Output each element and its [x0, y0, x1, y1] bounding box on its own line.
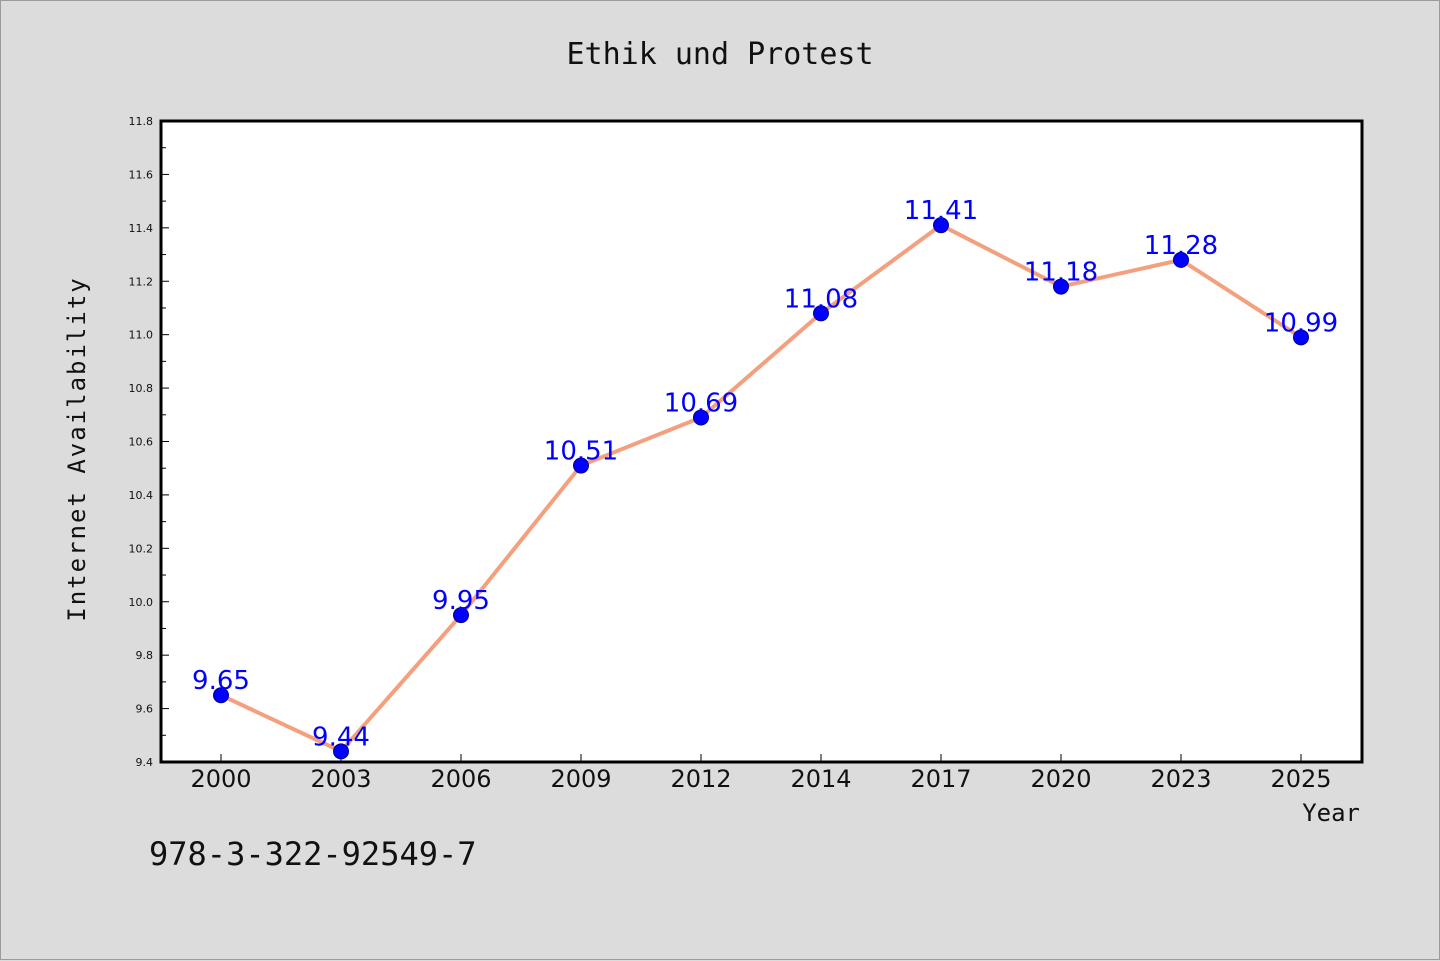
data-point: [693, 409, 709, 426]
y-tick-label: 10.0: [129, 596, 154, 609]
x-tick-label: 2025: [1270, 765, 1331, 793]
x-tick-label: 2003: [310, 765, 371, 793]
series-line: [220, 223, 1303, 754]
y-tick-label: 10.6: [129, 436, 154, 449]
data-label: 11.28: [1144, 231, 1218, 261]
data-label: 10.51: [544, 437, 618, 467]
x-tick-label: 2017: [910, 765, 971, 793]
x-tick-label: 2009: [550, 765, 611, 793]
x-tick-label: 2012: [670, 765, 731, 793]
y-tick-label: 9.8: [136, 649, 154, 662]
chart-title: Ethik und Protest: [566, 37, 873, 72]
data-point: [813, 305, 829, 322]
data-label: 9.95: [432, 586, 490, 616]
x-tick-label: 2023: [1150, 765, 1211, 793]
data-label: 9.44: [312, 722, 370, 752]
data-label: 11.18: [1024, 258, 1098, 288]
data-label: 11.41: [904, 196, 978, 226]
x-tick-label: 2006: [430, 765, 491, 793]
data-point: [933, 217, 949, 234]
data-label: 10.69: [664, 388, 738, 418]
x-axis: 2000 2003 2006 2009 2012 2014 2017 2020 2023 2025: [190, 754, 1332, 793]
series-group: 9.65 9.44 9.95 10.51 10.69 11.08 11.41 11.18 11.…: [192, 196, 1338, 760]
y-tick-label: 10.8: [129, 382, 154, 395]
data-point: [573, 457, 589, 474]
y-axis-label: Internet Availability: [63, 276, 91, 621]
data-point: [333, 743, 349, 760]
y-tick-label: 11.0: [129, 329, 154, 342]
y-tick-label: 11.6: [129, 168, 154, 181]
data-point: [1293, 329, 1309, 346]
data-point: [1053, 278, 1069, 295]
x-tick-label: 2020: [1030, 765, 1091, 793]
x-axis-label: Year: [1302, 799, 1360, 827]
data-label: 11.08: [784, 284, 858, 314]
y-tick-label: 11.4: [129, 222, 154, 235]
y-tick-label: 11.8: [129, 115, 154, 128]
data-point: [453, 607, 469, 624]
y-axis: 9.4 9.6 9.8 10.0 10.2 10.4 10.6 10.8 11.0 11.2 11.…: [129, 115, 169, 769]
y-tick-label: 10.4: [129, 489, 154, 502]
y-tick-label: 11.2: [129, 275, 154, 288]
plot-area: [159, 119, 1364, 764]
data-label: 10.99: [1264, 308, 1338, 338]
y-tick-label: 9.6: [136, 703, 154, 716]
x-tick-label: 2000: [190, 765, 251, 793]
x-tick-label: 2014: [790, 765, 851, 793]
data-point: [1173, 251, 1189, 268]
y-tick-label: 10.2: [129, 542, 154, 555]
data-point: [213, 687, 229, 704]
isbn-text: 978-3-322-92549-7: [149, 835, 477, 873]
data-label: 9.65: [192, 666, 250, 696]
y-tick-label: 9.4: [136, 756, 154, 769]
